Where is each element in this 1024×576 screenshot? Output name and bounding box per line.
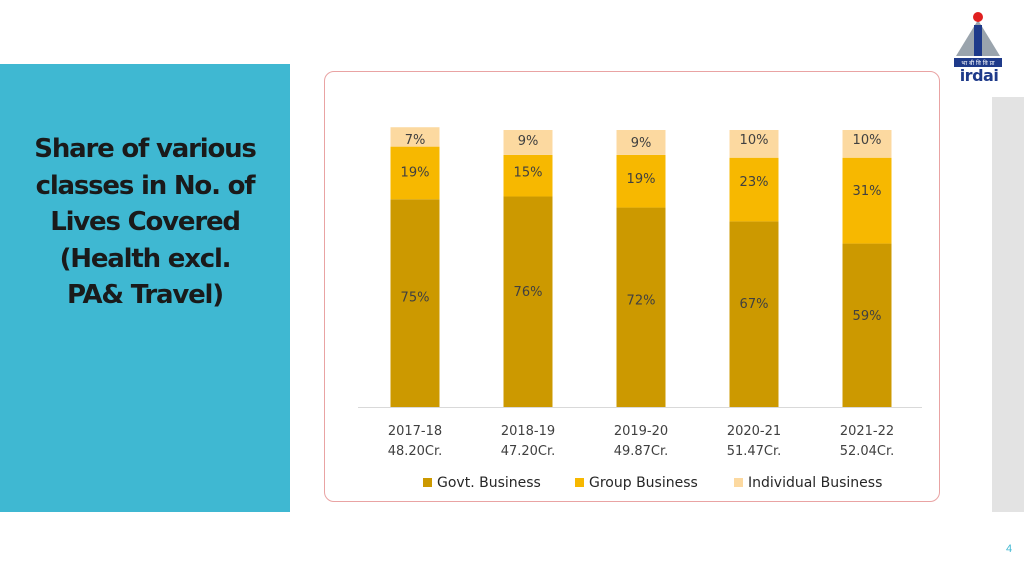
slide-title: Share of various classes in No. of Lives… <box>34 134 257 310</box>
svg-text:भा बी वि वि प्रा: भा बी वि वि प्रा <box>961 59 995 67</box>
page-number: 4 <box>1005 543 1013 555</box>
data-label-2-0: 7% <box>405 133 426 148</box>
data-label-2-2: 9% <box>631 136 652 151</box>
x-tick-label-3: 2020-21 51.47Cr. <box>727 424 782 459</box>
data-label-2-1: 9% <box>518 134 539 149</box>
bar-segment-0-4 <box>842 243 892 407</box>
bar-segment-0-1 <box>503 196 553 407</box>
bar-segment-1-4 <box>842 157 892 244</box>
data-label-2-4: 10% <box>853 133 882 148</box>
legend-label-2: Individual Business <box>748 475 882 491</box>
bar-segment-2-1 <box>503 130 553 155</box>
bar-segment-1-2 <box>616 154 666 208</box>
title-panel <box>0 64 290 512</box>
data-label-0-1: 76% <box>514 285 543 300</box>
bar-segment-1-0 <box>390 146 440 200</box>
bar-segment-1-3 <box>729 157 779 222</box>
bar-segment-2-3 <box>729 130 779 158</box>
x-tick-labels: 2017-18 48.20Cr. 2018-19 47.20Cr. 2019-20 49.… <box>388 424 895 459</box>
data-label-0-4: 59% <box>853 309 882 324</box>
bars <box>390 127 892 407</box>
x-tick-label-0: 2017-18 48.20Cr. <box>388 424 443 459</box>
data-label-1-2: 19% <box>627 172 656 187</box>
data-label-0-3: 67% <box>740 297 769 312</box>
data-label-2-3: 10% <box>740 133 769 148</box>
bar-segment-2-2 <box>616 130 666 155</box>
x-tick-label-1: 2018-19 47.20Cr. <box>501 424 556 459</box>
bar-segment-2-0 <box>390 127 440 147</box>
bar-segment-0-3 <box>729 221 779 407</box>
legend-label-1: Group Business <box>589 475 698 491</box>
bar-segment-1-1 <box>503 154 553 197</box>
irdai-logo-icon: भा बी वि वि प्रा <box>954 12 1002 67</box>
stacked-bar-chart: 75% 19% 7% 76% 15% 9% 72% 19% 9% 67% 23% 10% 59% 31% 1… <box>358 127 922 491</box>
data-label-1-0: 19% <box>401 166 430 181</box>
bar-segment-0-0 <box>390 199 440 407</box>
data-label-1-1: 15% <box>514 166 543 181</box>
legend-label-0: Govt. Business <box>437 475 541 491</box>
x-tick-label-2: 2019-20 49.87Cr. <box>614 424 669 459</box>
x-tick-label-4: 2021-22 52.04Cr. <box>840 424 895 459</box>
data-label-0-2: 72% <box>627 293 656 308</box>
bar-segment-0-2 <box>616 207 666 407</box>
logo-wordmark: irdai <box>959 66 999 85</box>
side-strip <box>992 97 1024 512</box>
data-label-1-4: 31% <box>853 184 882 199</box>
data-label-1-3: 23% <box>740 175 769 190</box>
data-label-0-0: 75% <box>401 291 430 306</box>
legend-swatch-1 <box>575 478 584 487</box>
legend: Govt. Business Group Business Individual B… <box>423 475 882 491</box>
bar-segment-2-4 <box>842 130 892 158</box>
legend-swatch-2 <box>734 478 743 487</box>
legend-swatch-0 <box>423 478 432 487</box>
data-labels: 75% 19% 7% 76% 15% 9% 72% 19% 9% 67% 23% 10% 59% 31% 1… <box>401 133 882 324</box>
